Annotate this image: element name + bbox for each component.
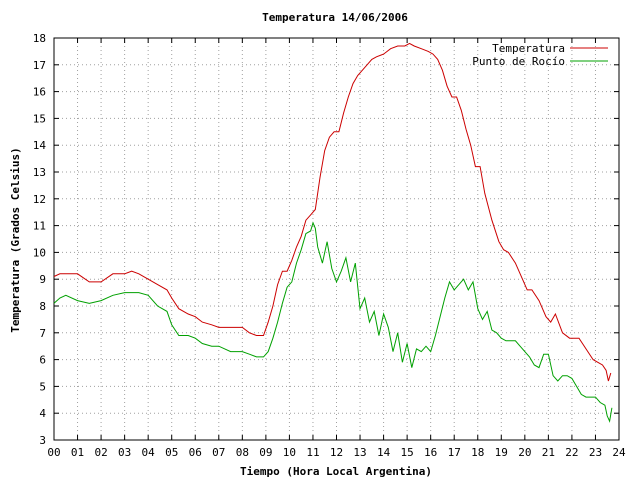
y-tick-label: 3 [39,434,46,447]
x-tick-label: 13 [353,446,366,459]
series-group [53,42,613,423]
legend-label-punto-de-rocio: Punto de Rocío [472,55,565,68]
x-tick-label: 10 [283,446,296,459]
x-tick-label: 21 [542,446,555,459]
chart-title: Temperatura 14/06/2006 [262,11,408,24]
x-tick-label: 15 [401,446,414,459]
series-line-0 [53,42,612,382]
x-tick-label: 07 [212,446,225,459]
x-tick-label: 00 [47,446,60,459]
y-tick-label: 18 [33,32,46,45]
y-tick-label: 13 [33,166,46,179]
x-tick-label: 12 [330,446,343,459]
y-tick-label: 5 [39,380,46,393]
y-tick-label: 9 [39,273,46,286]
x-tick-label: 20 [518,446,531,459]
legend-label-temperatura: Temperatura [492,42,565,55]
axis-ticks: 00 01 02 03 04 05 06 07 08 09 10 11 12 13 14 15 16 17 18 19… [33,32,626,459]
x-axis-label: Tiempo (Hora Local Argentina) [240,465,432,478]
x-tick-label: 06 [189,446,202,459]
y-axis-label: Temperatura (Grados Celsius) [9,147,22,332]
y-tick-label: 14 [33,139,47,152]
x-tick-label: 08 [236,446,249,459]
x-tick-label: 19 [495,446,508,459]
x-tick-label: 09 [259,446,272,459]
series-line-1 [53,221,613,423]
x-tick-label: 17 [448,446,461,459]
x-tick-label: 24 [612,446,626,459]
y-tick-label: 4 [39,407,46,420]
x-tick-label: 05 [165,446,178,459]
y-tick-label: 15 [33,112,46,125]
x-tick-label: 01 [71,446,84,459]
x-tick-label: 23 [589,446,602,459]
y-tick-label: 8 [39,300,46,313]
y-tick-label: 12 [33,193,46,206]
x-tick-label: 02 [94,446,107,459]
x-tick-label: 04 [142,446,156,459]
x-tick-label: 18 [471,446,484,459]
x-tick-label: 11 [306,446,319,459]
x-tick-label: 14 [377,446,391,459]
legend: Temperatura Punto de Rocío [472,42,608,68]
x-tick-label: 16 [424,446,437,459]
y-tick-label: 7 [39,327,46,340]
y-tick-label: 6 [39,354,46,367]
y-tick-label: 17 [33,59,46,72]
x-tick-label: 03 [118,446,131,459]
y-tick-label: 10 [33,246,46,259]
y-tick-label: 11 [33,220,46,233]
y-tick-label: 16 [33,86,46,99]
grid [54,38,619,440]
x-tick-label: 22 [565,446,578,459]
